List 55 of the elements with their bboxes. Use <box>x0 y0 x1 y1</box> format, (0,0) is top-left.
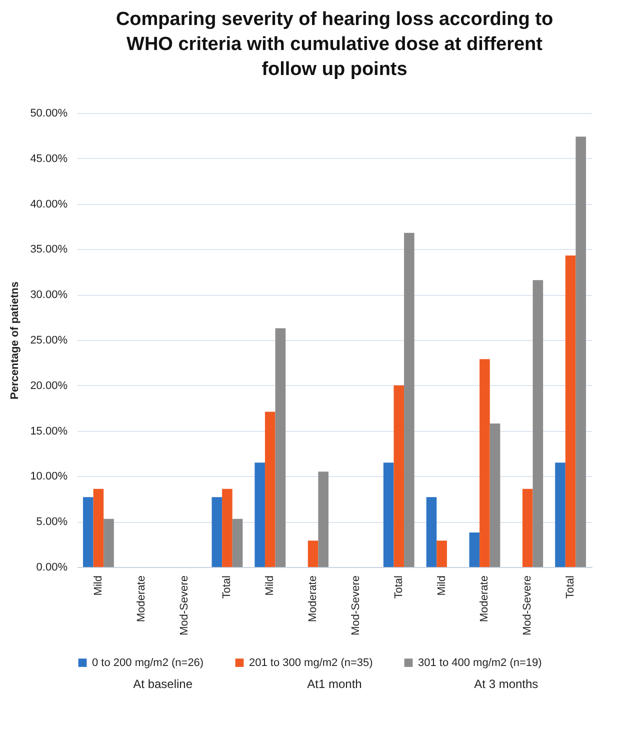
bar <box>522 488 533 567</box>
y-tick-label: 10.00% <box>30 470 68 483</box>
x-tick-label: Total <box>221 576 234 599</box>
x-tick-label: Moderate <box>307 576 320 622</box>
y-tick-label: 45.00% <box>30 152 68 165</box>
bar <box>232 518 243 567</box>
y-tick-label: 35.00% <box>30 244 68 256</box>
bar <box>436 540 447 567</box>
bar <box>565 256 576 567</box>
legend-label: 0 to 200 mg/m2 (n=26) <box>92 656 204 669</box>
text: At baseline <box>133 677 193 691</box>
x-tick-label: Total <box>392 576 405 599</box>
x-tick-label: Mod-Severe <box>350 576 362 636</box>
bar <box>490 424 500 567</box>
y-tick-label: 5.00% <box>36 516 68 528</box>
y-tick-label: 0.00% <box>36 562 68 574</box>
bar <box>394 385 404 567</box>
bar <box>275 328 286 567</box>
legend-label: 201 to 300 mg/m2 (n=35) <box>249 656 373 669</box>
x-tick-label: Mild <box>436 576 448 596</box>
legend-label: 301 to 400 mg/m2 (n=19) <box>418 656 542 669</box>
y-tick-label: 50.00% <box>30 108 68 120</box>
bar <box>480 359 490 567</box>
x-tick-label: Mild <box>92 576 104 596</box>
bar <box>426 497 437 567</box>
bar <box>383 462 394 567</box>
bar <box>222 488 232 567</box>
text: At1 month <box>307 677 362 691</box>
x-tick-label: Mod-Severe <box>178 576 190 636</box>
bar <box>93 488 104 567</box>
y-tick-label: 20.00% <box>30 380 68 392</box>
bar <box>254 462 265 567</box>
x-tick-label: Moderate <box>135 576 148 622</box>
y-tick-label: 30.00% <box>30 289 68 302</box>
bar <box>83 497 94 567</box>
bar <box>404 232 414 567</box>
x-tick-label: Total <box>564 576 577 599</box>
bar <box>576 136 586 567</box>
bar <box>318 472 328 567</box>
x-tick-label: Mild <box>264 576 276 596</box>
bar <box>264 412 276 567</box>
bar <box>308 540 318 567</box>
bar <box>469 532 480 567</box>
bar <box>555 462 566 567</box>
text: At 3 months <box>474 677 538 691</box>
y-tick-label: 15.00% <box>30 425 68 438</box>
y-tick-label: 25.00% <box>30 334 68 346</box>
bar <box>212 497 222 567</box>
y-axis-title: Percentage of patietns <box>9 282 22 400</box>
bar <box>532 280 544 567</box>
y-tick-label: 40.00% <box>30 198 68 210</box>
x-tick-label: Mod-Severe <box>522 576 534 636</box>
bar <box>104 518 114 567</box>
x-tick-label: Moderate <box>478 576 491 622</box>
chart-title: Comparing severity of hearing loss according to WHO criteria with cumulative dose at different follow up points <box>116 9 554 80</box>
